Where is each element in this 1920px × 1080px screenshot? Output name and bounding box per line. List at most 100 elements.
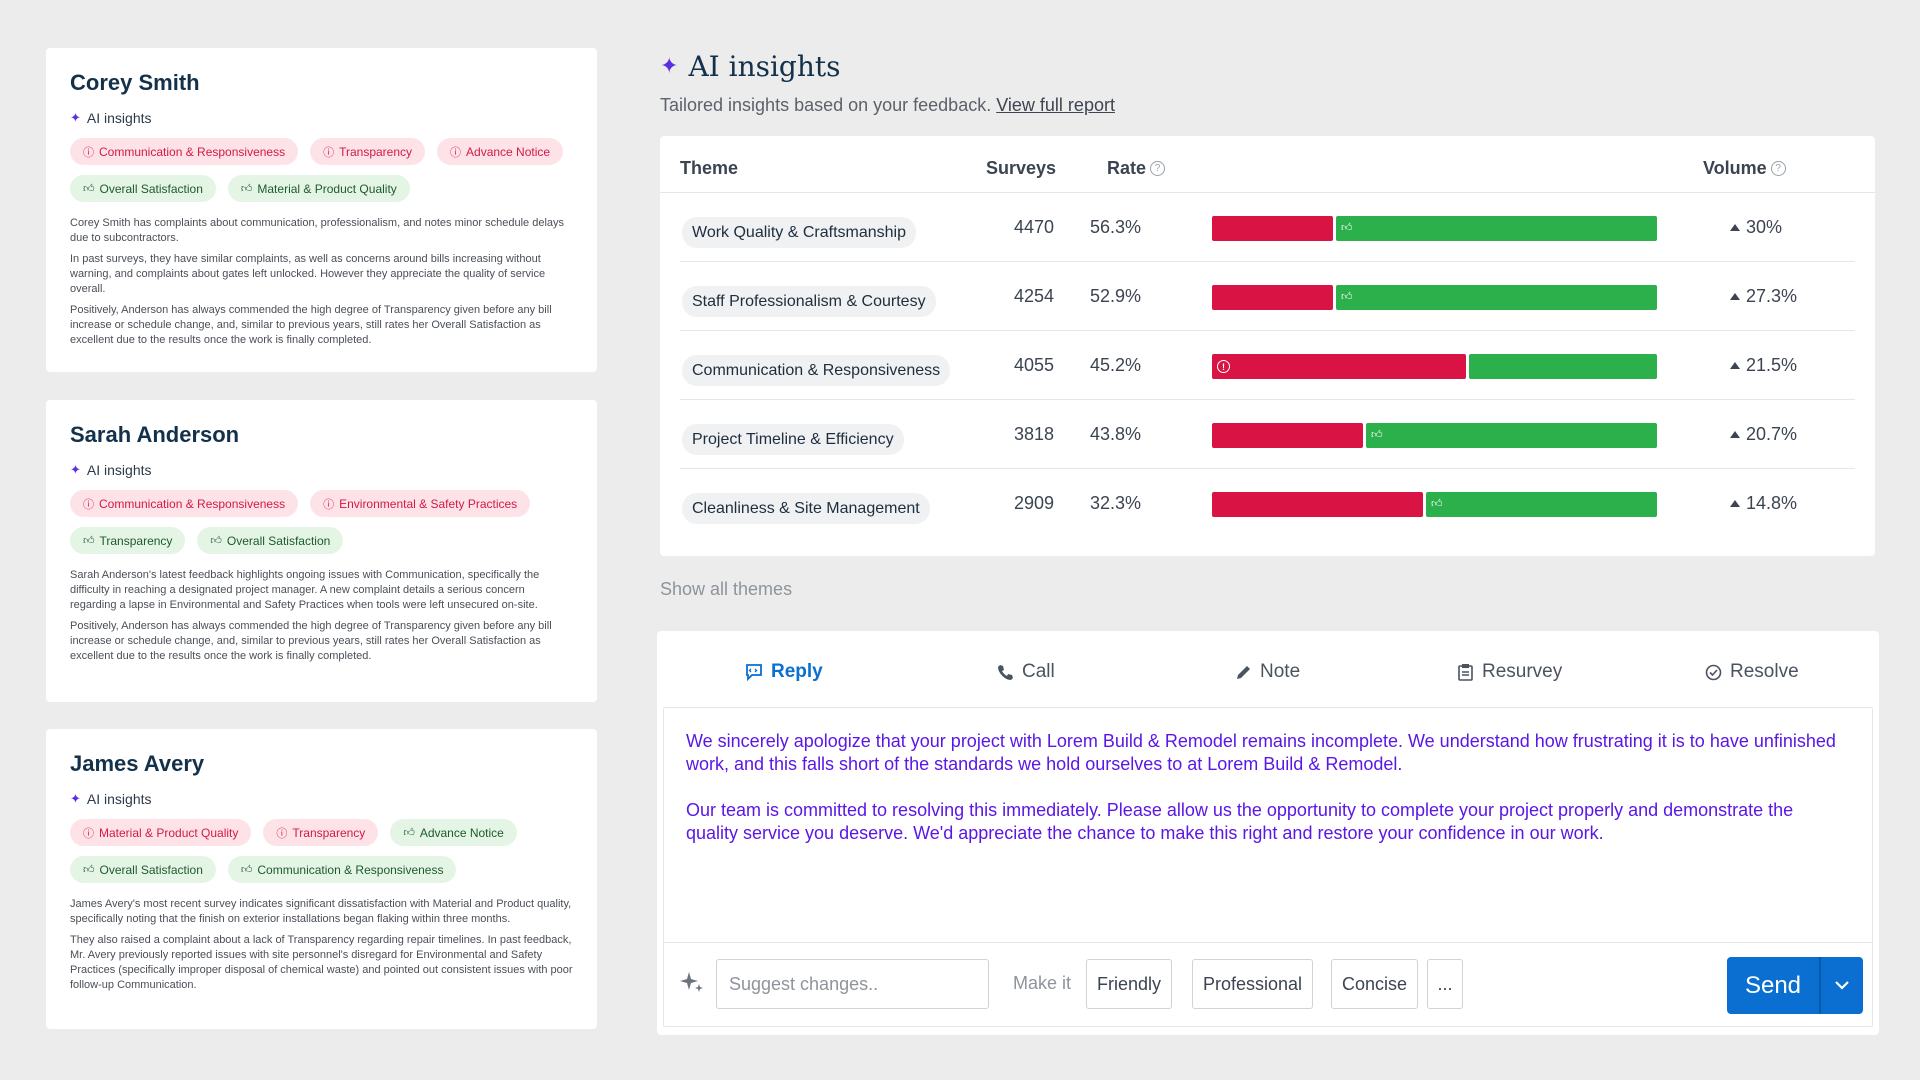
column-header-surveys[interactable]: Surveys [986, 158, 1057, 178]
view-full-report-link[interactable]: View full report [996, 95, 1115, 115]
rate-value: 52.9% [1090, 286, 1142, 306]
chip-label: Overall Satisfaction [99, 181, 203, 196]
theme-pill[interactable]: Work Quality & Craftsmanship [682, 217, 916, 248]
insight-paragraph: In past surveys, they have similar compl… [70, 253, 546, 295]
rate-value: 56.3% [1090, 217, 1142, 237]
chip-negative[interactable]: ⓘ Environmental & Safety Practices [310, 490, 531, 517]
editor-toolbar: Make it Friendly Professional Concise ..… [664, 942, 1872, 1026]
table-row[interactable]: Cleanliness & Site Management 2909 32.3% 👍︎… [680, 469, 1855, 538]
tab-call[interactable]: Call [997, 661, 1055, 683]
thumbs-up-icon: 👍︎ [83, 535, 95, 547]
insight-summary: Sarah Anderson's latest feedback highlig… [70, 568, 573, 664]
volume-value: 14.8% [1746, 493, 1798, 513]
volume-change: 20.7% [1730, 424, 1797, 445]
chip-positive[interactable]: 👍︎ Overall Satisfaction [70, 175, 216, 202]
tone-professional-button[interactable]: Professional [1192, 959, 1314, 1009]
insight-summary: Corey Smith has complaints about communi… [70, 216, 573, 348]
help-icon[interactable]: ? [1150, 161, 1166, 176]
tone-concise-button[interactable]: Concise [1331, 959, 1419, 1009]
table-row[interactable]: Communication & Responsiveness 4055 45.2%!… [680, 331, 1855, 400]
surveys-count: 4254 [1014, 286, 1055, 306]
theme-pill[interactable]: Staff Professionalism & Courtesy [682, 286, 936, 317]
chip-positive[interactable]: 👍︎ Transparency [70, 527, 186, 554]
tab-resurvey[interactable]: Resurvey [1457, 661, 1562, 683]
chip-label: Communication & Responsiveness [257, 862, 444, 877]
theme-chips: ⓘ Communication & Responsiveness ⓘ Transpa… [70, 138, 573, 202]
negative-bar-segment [1212, 216, 1333, 241]
tab-label: Reply [771, 661, 823, 682]
arrow-up-icon [1730, 500, 1740, 507]
theme-pill[interactable]: Project Timeline & Efficiency [682, 424, 904, 455]
tab-reply[interactable]: Reply [745, 661, 823, 683]
negative-bar-segment [1212, 285, 1333, 310]
surveys-count: 3818 [1014, 424, 1055, 444]
chip-negative[interactable]: ⓘ Transparency [310, 138, 426, 165]
positive-bar-segment [1469, 354, 1657, 379]
negative-bar-segment [1212, 423, 1363, 448]
theme-chips: ⓘ Communication & Responsiveness ⓘ Environ… [70, 490, 573, 554]
send-options-button[interactable] [1819, 957, 1863, 1014]
table-row[interactable]: Project Timeline & Efficiency 3818 43.8% 👍︎… [680, 400, 1855, 469]
column-header-rate[interactable]: Rate ? [1107, 158, 1166, 179]
message-paragraph: Our team is committed to resolving this … [686, 800, 1794, 843]
thumbs-up-icon: 👍︎ [1371, 429, 1383, 441]
help-icon[interactable]: ? [1770, 161, 1786, 176]
message-paragraph: We sincerely apologize that your project… [686, 731, 1836, 774]
chip-negative[interactable]: ⓘ Advance Notice [437, 138, 564, 165]
volume-change: 14.8% [1730, 493, 1797, 514]
clipboard-icon [1457, 663, 1474, 681]
theme-pill[interactable]: Cleanliness & Site Management [682, 493, 930, 524]
tone-friendly-button[interactable]: Friendly [1086, 959, 1173, 1009]
chip-label: Environmental & Safety Practices [339, 496, 518, 511]
alert-circle-icon: ⓘ [323, 146, 335, 159]
reply-editor[interactable]: We sincerely apologize that your project… [663, 707, 1873, 1027]
customer-name: Sarah Anderson [70, 422, 240, 447]
chip-negative[interactable]: ⓘ Communication & Responsiveness [70, 138, 299, 165]
rate-value: 45.2% [1090, 355, 1142, 375]
table-row[interactable]: Staff Professionalism & Courtesy 4254 52.9… [680, 262, 1855, 331]
insight-paragraph: Positively, Anderson has always commende… [70, 304, 552, 346]
alert-circle-icon: ⓘ [276, 827, 288, 840]
alert-circle-icon: ⓘ [83, 146, 94, 159]
sparkle-icon: ✦ [70, 791, 81, 806]
chip-negative[interactable]: ⓘ Transparency [263, 819, 379, 846]
arrow-up-icon [1730, 362, 1740, 369]
column-header-label: Rate [1107, 158, 1147, 178]
tab-resolve[interactable]: Resolve [1705, 661, 1799, 683]
suggest-changes-input[interactable] [716, 959, 989, 1009]
table-row[interactable]: Work Quality & Craftsmanship 4470 56.3% 👍︎ 3… [680, 193, 1855, 262]
chip-label: Overall Satisfaction [226, 533, 331, 548]
customer-card-sarah-anderson: Sarah Anderson ✦ AI insights ⓘ Communicat… [46, 400, 597, 702]
reply-message[interactable]: We sincerely apologize that your project… [664, 708, 1872, 845]
more-options-button[interactable]: ... [1427, 959, 1463, 1009]
chip-negative[interactable]: ⓘ Material & Product Quality [70, 819, 252, 846]
send-button[interactable]: Send [1727, 957, 1819, 1014]
sentiment-bar: 👍︎ [1212, 492, 1657, 517]
chip-positive[interactable]: 👍︎ Overall Satisfaction [70, 856, 216, 883]
column-header-theme[interactable]: Theme [680, 158, 739, 178]
volume-change: 30% [1730, 217, 1782, 238]
insight-paragraph: Positively, Anderson has always commende… [70, 620, 552, 662]
chip-label: Material & Product Quality [257, 181, 397, 196]
chip-label: Advance Notice [419, 825, 504, 840]
chip-negative[interactable]: ⓘ Communication & Responsiveness [70, 490, 299, 517]
chip-positive[interactable]: 👍︎ Advance Notice [390, 819, 517, 846]
insight-paragraph: Sarah Anderson's latest feedback highlig… [70, 569, 540, 611]
ai-sparkle-icon[interactable] [678, 969, 706, 1004]
ai-insights-text: AI insights [86, 462, 152, 478]
tab-label: Call [1022, 661, 1055, 682]
show-all-themes-link[interactable]: Show all themes [660, 579, 793, 599]
subtitle-text: Tailored insights based on your feedback… [660, 95, 992, 115]
thumbs-up-icon: 👍︎ [403, 827, 415, 839]
page-title-text: AI insights [688, 50, 841, 83]
chip-label: Communication & Responsiveness [99, 496, 286, 511]
insights-header: ✦ AI insights Tailored insights based on… [660, 50, 1115, 116]
chip-positive[interactable]: 👍︎ Material & Product Quality [227, 175, 410, 202]
chip-positive[interactable]: 👍︎ Communication & Responsiveness [227, 856, 457, 883]
send-button-group: Send [1727, 957, 1863, 1014]
theme-pill[interactable]: Communication & Responsiveness [682, 355, 951, 386]
tab-note[interactable]: Note [1235, 661, 1300, 683]
column-header-volume[interactable]: Volume ? [1703, 158, 1786, 179]
make-it-label: Make it [1013, 973, 1072, 993]
chip-positive[interactable]: 👍︎ Overall Satisfaction [197, 527, 344, 554]
